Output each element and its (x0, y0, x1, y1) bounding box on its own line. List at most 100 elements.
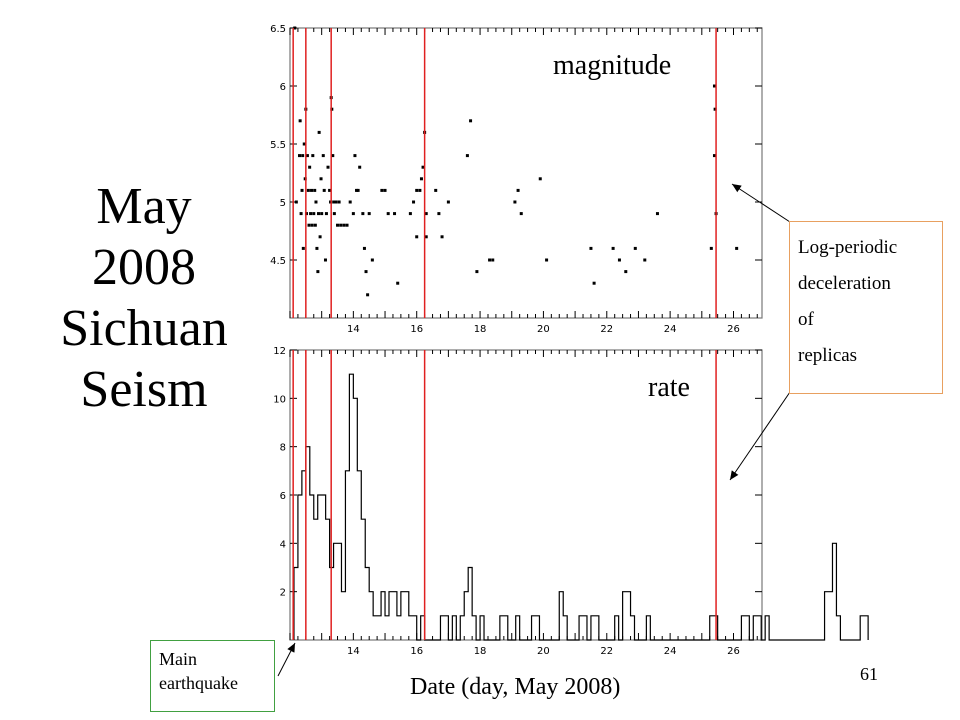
magnitude-point (317, 212, 321, 216)
magnitude-point (309, 212, 313, 216)
magnitude-point (383, 188, 387, 192)
y-tick-label: 6.5 (270, 24, 286, 35)
slide-title: May 2008 Sichuan Seism (28, 176, 260, 420)
magnitude-point (322, 188, 326, 192)
magnitude-point (617, 258, 621, 262)
magnitude-point (311, 154, 315, 158)
magnitude-point (419, 177, 423, 181)
main-box-line: Main (159, 649, 197, 669)
magnitude-point (301, 154, 305, 158)
x-tick-label: 26 (727, 324, 740, 335)
magnitude-point (545, 258, 549, 262)
y-tick-label: 8 (280, 443, 286, 454)
magnitude-point (358, 165, 362, 169)
magnitude-point (317, 130, 321, 134)
magnitude-point (342, 223, 346, 227)
magnitude-point (312, 212, 316, 216)
magnitude-point (326, 165, 330, 169)
x-tick-label: 16 (410, 646, 423, 657)
magnitude-point (589, 246, 593, 250)
magnitude-point (643, 258, 647, 262)
magnitude-label: magnitude (553, 50, 672, 81)
magnitude-point (364, 270, 368, 274)
arrow-to-rate-marker (729, 391, 791, 481)
magnitude-point (412, 200, 416, 204)
y-tick-label: 6 (280, 82, 286, 93)
magnitude-point (712, 154, 716, 158)
title-line: May (96, 178, 192, 235)
y-tick-label: 5.5 (270, 140, 286, 151)
magnitude-point (415, 235, 419, 239)
magnitude-point (348, 200, 352, 204)
magnitude-point (367, 212, 371, 216)
main-box-line: earthquake (159, 673, 238, 693)
magnitude-point (299, 212, 303, 216)
magnitude-point (310, 223, 314, 227)
magnitude-point (370, 258, 374, 262)
annotation-arrows (277, 183, 791, 677)
magnitude-point (310, 188, 314, 192)
magnitude-point (334, 200, 338, 204)
magnitude-point (321, 154, 325, 158)
magnitude-point (424, 212, 428, 216)
magnitude-point (408, 212, 412, 216)
magnitude-point (362, 246, 366, 250)
title-line: 2008 (92, 239, 196, 296)
callout-line: deceleration (798, 273, 891, 294)
magnitude-point (300, 188, 304, 192)
magnitude-point (434, 188, 438, 192)
magnitude-point (424, 235, 428, 239)
magnitude-point (421, 165, 425, 169)
magnitude-point (611, 246, 615, 250)
magnitude-point (469, 119, 473, 123)
magnitude-point (313, 188, 317, 192)
magnitude-point (465, 154, 469, 158)
x-tick-label: 24 (664, 646, 677, 657)
magnitude-point (351, 212, 355, 216)
magnitude-point (331, 154, 335, 158)
magnitude-point (655, 212, 659, 216)
magnitude-point (361, 212, 365, 216)
magnitude-point (538, 177, 542, 181)
x-tick-label: 18 (474, 646, 487, 657)
magnitude-point (396, 281, 400, 285)
magnitude-point (519, 212, 523, 216)
magnitude-point (332, 212, 336, 216)
magnitude-point (415, 188, 419, 192)
magnitude-point (353, 154, 357, 158)
rate-step-line (293, 373, 869, 641)
magnitude-point (315, 246, 319, 250)
magnitude-point (437, 212, 441, 216)
x-tick-label: 14 (347, 324, 360, 335)
x-tick-label: 18 (474, 324, 487, 335)
title-line: Seism (80, 361, 208, 418)
x-tick-label: 20 (537, 324, 550, 335)
magnitude-point (475, 270, 479, 274)
magnitude-point (345, 223, 349, 227)
magnitude-point (488, 258, 492, 262)
y-tick-label: 10 (273, 394, 286, 405)
magnitude-point (355, 188, 359, 192)
magnitude-point (298, 154, 302, 158)
magnitude-point (513, 200, 517, 204)
y-tick-label: 2 (280, 588, 286, 599)
y-tick-label: 12 (273, 346, 286, 357)
magnitude-point (491, 258, 495, 262)
magnitude-point (386, 212, 390, 216)
y-tick-label: 5 (280, 198, 286, 209)
magnitude-point (366, 293, 370, 297)
magnitude-point (306, 188, 310, 192)
magnitude-point (633, 246, 637, 250)
magnitude-point (712, 84, 716, 88)
magnitude-point (308, 165, 312, 169)
callout-line: replicas (798, 345, 858, 366)
magnitude-point (418, 188, 422, 192)
magnitude-point (298, 119, 302, 123)
log-periodic-callout: Log-periodic deceleration of replicas (789, 221, 943, 394)
x-tick-label: 20 (537, 646, 550, 657)
magnitude-point (336, 223, 340, 227)
main-earthquake-callout: Main earthquake (150, 640, 275, 712)
magnitude-point (314, 200, 318, 204)
